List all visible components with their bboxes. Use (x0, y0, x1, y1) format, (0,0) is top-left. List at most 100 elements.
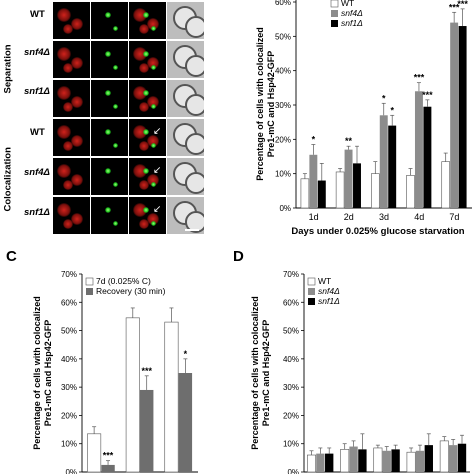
legend-label: snf1Δ (318, 296, 340, 306)
mcherry-signal (63, 24, 73, 34)
y-tick-label: 60% (275, 0, 291, 7)
mcherry-signal (139, 141, 149, 151)
mcherry-signal (147, 135, 159, 147)
mcherry-tile (53, 80, 90, 117)
brightfield-cell (185, 16, 204, 38)
significance-label: * (390, 105, 394, 115)
significance-label: * (184, 349, 188, 359)
y-tick-label: 50% (61, 327, 77, 336)
gfp-signal (143, 51, 149, 57)
gfp-tile (91, 80, 128, 117)
mcherry-signal (133, 8, 147, 22)
mcherry-signal (133, 125, 147, 139)
y-tick-label: 10% (283, 440, 299, 449)
bar (457, 443, 467, 472)
merge-tile: ↙ (129, 158, 166, 195)
bar (414, 91, 423, 208)
bar (391, 449, 400, 472)
y-tick-label: 20% (61, 411, 77, 420)
mcherry-signal (147, 213, 159, 225)
bar (406, 451, 416, 473)
significance-label: *** (414, 73, 425, 83)
mcherry-signal (147, 174, 159, 186)
bar (316, 453, 325, 472)
bar (335, 171, 345, 209)
bar (371, 173, 380, 209)
bar (101, 464, 115, 472)
gfp-signal (151, 221, 156, 226)
x-tick-label: 2d (344, 212, 354, 222)
gfp-signal (105, 12, 111, 18)
gfp-signal (113, 104, 118, 109)
y-axis-label: Percentage of cells with colocalized (32, 296, 42, 450)
y-tick-label: 30% (283, 383, 299, 392)
bar (140, 389, 154, 472)
legend-swatch (308, 288, 315, 295)
gfp-signal (113, 182, 118, 187)
mcherry-signal (57, 164, 71, 178)
bar (373, 447, 383, 473)
legend-label: snf4Δ (341, 8, 363, 18)
y-tick-label: 70% (283, 270, 299, 279)
bar (309, 154, 318, 208)
mcherry-signal (133, 164, 147, 178)
mcherry-signal (63, 180, 73, 190)
arrow-icon: ↙ (153, 126, 162, 137)
y-axis-label: Pre1-mC and Hsp42-GFP (266, 51, 276, 158)
mcherry-signal (133, 47, 147, 61)
x-tick-label: 1d (309, 212, 319, 222)
legend-label: snf4Δ (318, 286, 340, 296)
gfp-signal (151, 143, 156, 148)
chart-genotypes-baseline: 0% 10% 20% 30% 40% 50% 60% 70% Percentage of cel… (250, 270, 470, 474)
mcherry-signal (139, 180, 149, 190)
mcherry-signal (63, 102, 73, 112)
y-tick-label: 40% (283, 355, 299, 364)
bar (406, 175, 415, 209)
mcherry-signal (139, 24, 149, 34)
gfp-signal (143, 168, 149, 174)
gfp-signal (105, 207, 111, 213)
mcherry-signal (63, 141, 73, 151)
gfp-signal (151, 104, 156, 109)
arrow-icon: ↙ (153, 204, 162, 215)
bar (164, 321, 179, 473)
bar (379, 115, 388, 208)
gfp-signal (113, 221, 118, 226)
gfp-signal (105, 168, 111, 174)
y-tick-label: 10% (61, 440, 77, 449)
y-tick-label: 60% (283, 298, 299, 307)
row-label-wt-sep: WT (30, 9, 45, 20)
mcherry-signal (71, 57, 83, 69)
significance-label: *** (103, 451, 114, 461)
gfp-tile (91, 41, 128, 78)
merge-tile (129, 41, 166, 78)
gfp-signal (113, 65, 118, 70)
brightfield-tile (167, 2, 204, 39)
mcherry-signal (71, 18, 83, 30)
x-tick-label: 4d (414, 212, 424, 222)
mcherry-signal (71, 135, 83, 147)
y-tick-label: 50% (275, 32, 291, 41)
row-label-snf4-sep: snf4Δ (24, 47, 50, 58)
significance-label: *** (141, 366, 152, 376)
gfp-signal (151, 182, 156, 187)
bar (125, 317, 140, 473)
y-tick-label: 10% (275, 170, 291, 179)
significance-label: *** (449, 2, 460, 12)
bar (300, 178, 310, 209)
y-axis-label: Percentage of cells with colocalized (255, 27, 265, 181)
y-axis-label: Percentage of cells with colocalized (250, 296, 260, 450)
merge-tile: ↙ (129, 119, 166, 156)
y-tick-label: 0% (287, 468, 299, 474)
chart-recovery: 0%10%20%30%40%50%60%70%***WT***snf4Δ*snf… (32, 270, 198, 474)
legend-swatch (307, 277, 316, 286)
brightfield-cell (185, 133, 204, 155)
panel-letter-d: D (233, 248, 244, 265)
bar (424, 445, 433, 472)
gfp-signal (151, 65, 156, 70)
bar (388, 125, 397, 208)
gfp-tile (91, 2, 128, 39)
bar (450, 22, 459, 208)
brightfield-tile (167, 80, 204, 117)
brightfield-tile (167, 197, 204, 234)
